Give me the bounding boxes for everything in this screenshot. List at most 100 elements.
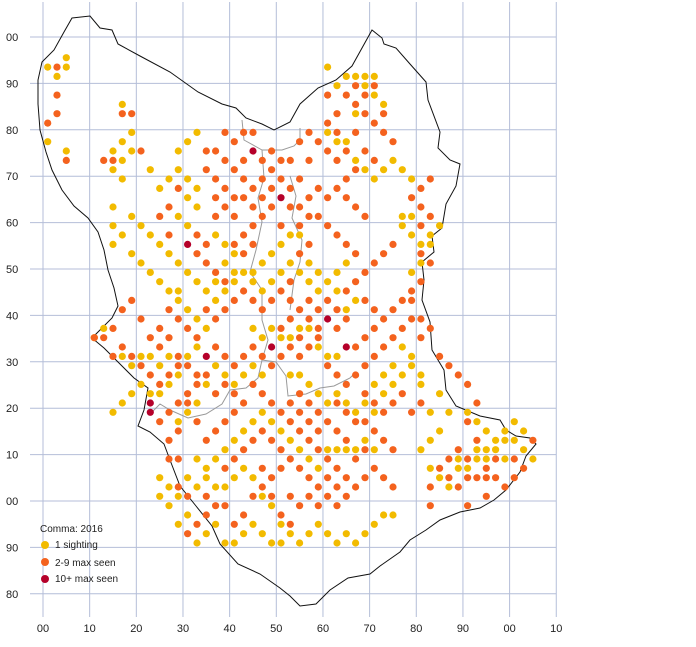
record-dot-1-sighting	[240, 371, 248, 379]
record-dot-2-9-max	[286, 399, 294, 407]
record-dot-10-plus-max	[184, 240, 192, 248]
record-dot-1-sighting	[109, 240, 117, 248]
record-dot-1-sighting	[240, 464, 248, 472]
record-dot-2-9-max	[156, 418, 164, 426]
record-dot-2-9-max	[342, 436, 350, 444]
record-dot-2-9-max	[221, 306, 229, 314]
record-dot-2-9-max	[212, 268, 220, 276]
record-dot-2-9-max	[370, 427, 378, 435]
record-dot-2-9-max	[305, 492, 313, 500]
record-dot-2-9-max	[212, 147, 220, 155]
record-dot-2-9-max	[342, 91, 350, 99]
record-dot-1-sighting	[230, 268, 238, 276]
record-dot-2-9-max	[305, 156, 313, 164]
record-dot-2-9-max	[305, 128, 313, 136]
record-dot-2-9-max	[296, 138, 304, 146]
record-dot-1-sighting	[333, 539, 341, 547]
record-dot-1-sighting	[249, 268, 257, 276]
record-dot-2-9-max	[53, 110, 61, 118]
record-dot-1-sighting	[156, 474, 164, 482]
record-dot-2-9-max	[342, 175, 350, 183]
record-dot-1-sighting	[249, 362, 257, 370]
record-dot-1-sighting	[109, 408, 117, 416]
y-tick-label: 80	[6, 589, 18, 601]
record-dot-1-sighting	[156, 240, 164, 248]
record-dot-2-9-max	[324, 91, 332, 99]
record-dot-1-sighting	[193, 399, 201, 407]
record-dot-1-sighting	[482, 446, 490, 454]
record-dot-2-9-max	[184, 492, 192, 500]
record-dot-2-9-max	[277, 287, 285, 295]
record-dot-2-9-max	[352, 250, 360, 258]
record-dot-1-sighting	[464, 408, 472, 416]
record-dot-1-sighting	[268, 502, 276, 510]
record-dot-2-9-max	[333, 502, 341, 510]
legend: Comma: 2016 1 sighting 2-9 max seen 10+ …	[40, 524, 118, 585]
record-dot-1-sighting	[426, 436, 434, 444]
record-dot-2-9-max	[492, 455, 500, 463]
record-dot-1-sighting	[193, 343, 201, 351]
record-dot-1-sighting	[408, 212, 416, 220]
record-dots	[44, 54, 537, 547]
record-dot-2-9-max	[454, 371, 462, 379]
record-dot-1-sighting	[165, 352, 173, 360]
record-dot-2-9-max	[202, 240, 210, 248]
record-dot-2-9-max	[174, 427, 182, 435]
record-dot-2-9-max	[221, 380, 229, 388]
record-dot-2-9-max	[230, 408, 238, 416]
record-dot-1-sighting	[118, 138, 126, 146]
record-dot-1-sighting	[277, 240, 285, 248]
record-dot-1-sighting	[408, 352, 416, 360]
record-dot-1-sighting	[165, 250, 173, 258]
record-dot-2-9-max	[314, 184, 322, 192]
record-dot-1-sighting	[370, 408, 378, 416]
record-dot-2-9-max	[305, 418, 313, 426]
record-dot-2-9-max	[240, 287, 248, 295]
y-tick-label: 00	[6, 32, 18, 44]
record-dot-2-9-max	[240, 175, 248, 183]
record-dot-1-sighting	[118, 352, 126, 360]
record-dot-1-sighting	[156, 390, 164, 398]
record-dot-2-9-max	[333, 483, 341, 491]
record-dot-2-9-max	[202, 147, 210, 155]
record-dot-2-9-max	[202, 511, 210, 519]
record-dot-2-9-max	[445, 474, 453, 482]
y-tick-label: 10	[6, 450, 18, 462]
record-dot-2-9-max	[501, 483, 509, 491]
record-dot-2-9-max	[380, 436, 388, 444]
record-dot-1-sighting	[380, 371, 388, 379]
record-dot-2-9-max	[473, 399, 481, 407]
record-dot-1-sighting	[156, 492, 164, 500]
record-dot-2-9-max	[352, 278, 360, 286]
record-dot-2-9-max	[240, 194, 248, 202]
record-dot-1-sighting	[520, 427, 528, 435]
record-dot-2-9-max	[202, 166, 210, 174]
record-dot-2-9-max	[221, 502, 229, 510]
record-dot-2-9-max	[296, 408, 304, 416]
record-dot-2-9-max	[342, 380, 350, 388]
record-dot-1-sighting	[473, 446, 481, 454]
record-dot-2-9-max	[361, 296, 369, 304]
record-dot-1-sighting	[184, 268, 192, 276]
record-dot-2-9-max	[314, 446, 322, 454]
record-dot-1-sighting	[137, 380, 145, 388]
record-dot-1-sighting	[62, 63, 70, 71]
record-dot-1-sighting	[296, 539, 304, 547]
record-dot-1-sighting	[109, 203, 117, 211]
record-dot-1-sighting	[193, 455, 201, 463]
record-dot-2-9-max	[436, 464, 444, 472]
record-dot-2-9-max	[370, 82, 378, 90]
record-dot-1-sighting	[333, 390, 341, 398]
record-dot-2-9-max	[277, 464, 285, 472]
record-dot-1-sighting	[268, 278, 276, 286]
record-dot-1-sighting	[352, 156, 360, 164]
record-dot-1-sighting	[221, 371, 229, 379]
record-dot-1-sighting	[286, 371, 294, 379]
record-dot-2-9-max	[212, 427, 220, 435]
record-dot-2-9-max	[249, 436, 257, 444]
record-dot-2-9-max	[473, 436, 481, 444]
record-dot-1-sighting	[370, 91, 378, 99]
record-dot-2-9-max	[156, 212, 164, 220]
record-dot-2-9-max	[193, 371, 201, 379]
record-dot-1-sighting	[146, 166, 154, 174]
